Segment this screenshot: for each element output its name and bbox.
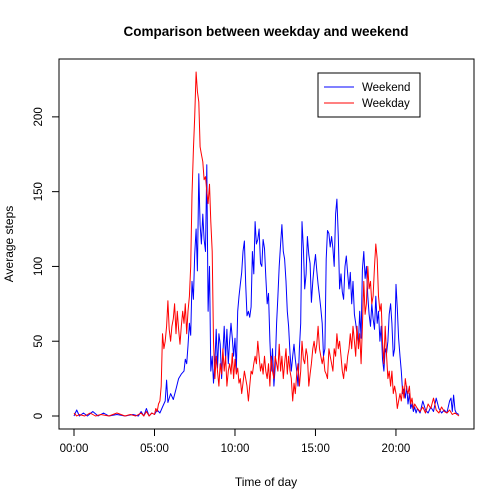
x-axis-label: Time of day [235, 475, 297, 489]
x-tick-label: 15:00 [301, 443, 330, 455]
legend-weekend-label: Weekend [362, 82, 410, 94]
x-tick-label: 00:00 [60, 443, 89, 455]
series-line-weekend [73, 164, 460, 417]
x-tick-label: 10:00 [221, 443, 250, 455]
y-tick-label: 200 [33, 107, 45, 126]
y-tick-label: 0 [33, 413, 45, 419]
y-tick-label: 100 [33, 257, 45, 276]
y-axis-label: Average steps [2, 206, 16, 283]
series-layer [73, 71, 460, 417]
legend: Weekend Weekday [317, 72, 421, 118]
series-line-weekday [73, 71, 460, 417]
legend-weekday-label: Weekday [362, 98, 410, 110]
legend-box [317, 72, 421, 118]
axes: 00:00 05:00 10:00 15:00 20:00 0 50 100 150 200 [33, 107, 410, 455]
y-tick-label: 50 [33, 335, 45, 348]
y-tick-label: 150 [33, 182, 45, 201]
x-tick-label: 05:00 [140, 443, 169, 455]
chart-title: Comparison between weekday and weekend [123, 24, 408, 39]
x-tick-label: 20:00 [382, 443, 411, 455]
